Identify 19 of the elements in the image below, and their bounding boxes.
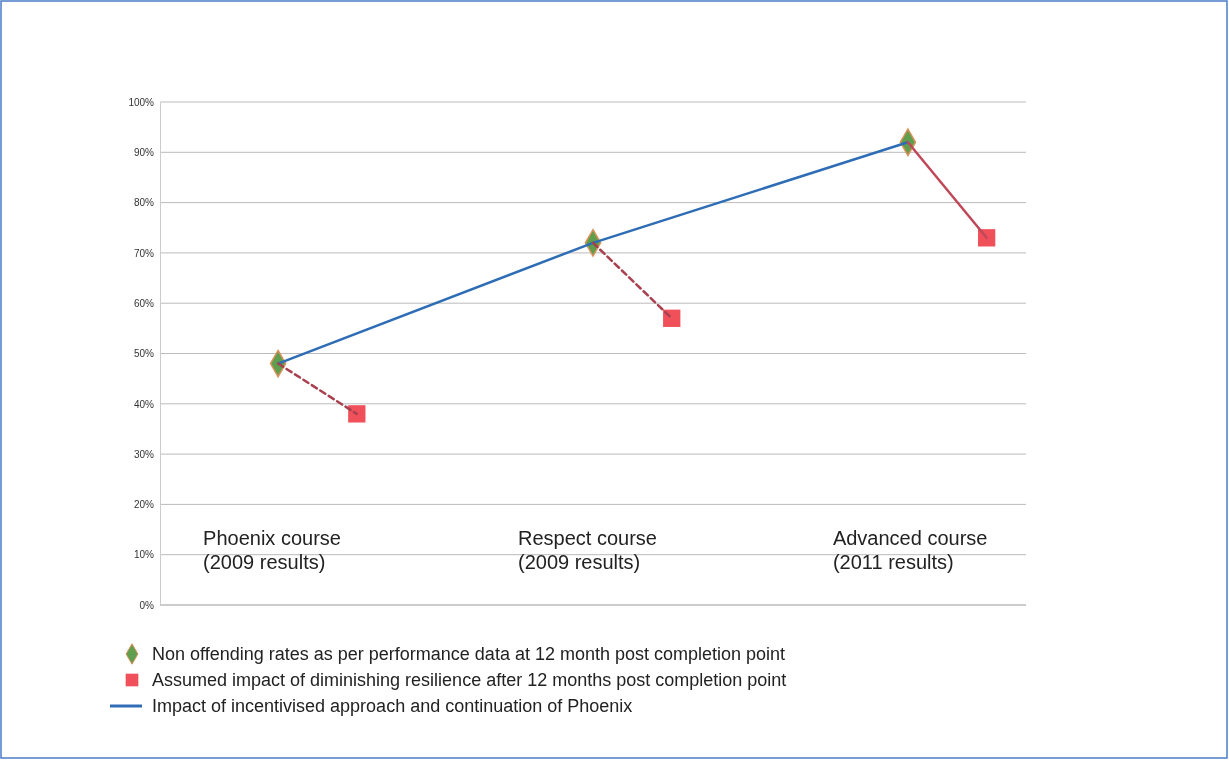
y-tick-label: 0% [139, 599, 155, 611]
y-tick-label: 100% [128, 96, 155, 108]
legend-label: Assumed impact of diminishing resilience after 12 months post completion point [152, 670, 787, 691]
y-tick-label: 30% [133, 448, 155, 460]
y-tick-label: 10% [133, 549, 155, 561]
y-tick-label: 80% [133, 197, 155, 209]
y-tick-label: 60% [133, 297, 155, 309]
y-tick-label: 20% [133, 499, 155, 511]
legend-label: Non offending rates as per performance data at 12 month post completion point [152, 644, 786, 665]
y-tick-label: 40% [133, 398, 155, 410]
annotation: Phoenix course (2009 results) [203, 527, 341, 573]
point [663, 309, 681, 327]
annotation: Advanced course (2011 results) [832, 527, 988, 573]
y-tick-label: 50% [133, 348, 155, 360]
annotation: Respect course (2009 results) [518, 527, 657, 573]
y-tick-label: 70% [133, 247, 155, 259]
point [348, 405, 366, 423]
legend-label: Impact of incentivised approach and continuation of Phoenix [152, 696, 633, 717]
y-tick-label: 90% [133, 147, 155, 158]
